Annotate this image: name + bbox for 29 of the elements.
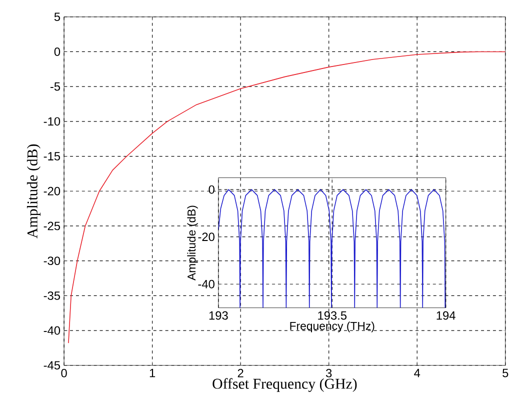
line-series bbox=[68, 51, 506, 344]
x-axis-title: Offset Frequency (GHz) bbox=[212, 378, 357, 392]
y-tick-label: -30 bbox=[44, 256, 60, 266]
x-tick-label: 4 bbox=[414, 368, 420, 378]
y-tick-label: -5 bbox=[50, 82, 60, 91]
y-axis-title: Amplitude (dB) bbox=[26, 144, 40, 238]
y-tick-label: -10 bbox=[44, 117, 60, 126]
y-tick-label: -40 bbox=[198, 280, 214, 288]
y-tick-label: 0 bbox=[54, 47, 60, 56]
x-tick-label: 2 bbox=[238, 368, 244, 378]
y-tick-label: -20 bbox=[44, 186, 60, 196]
y-tick-label: -40 bbox=[44, 326, 60, 335]
y-tick-label: -25 bbox=[44, 222, 60, 230]
x-axis-title: Frequency (THz) bbox=[290, 322, 374, 332]
y-tick-label: 5 bbox=[54, 12, 60, 22]
line-series bbox=[218, 189, 446, 308]
x-tick-label: 194 bbox=[436, 311, 456, 320]
x-tick-label: 0 bbox=[61, 368, 67, 378]
x-tick-label: 193 bbox=[209, 311, 228, 320]
y-tick-label: -35 bbox=[44, 291, 60, 300]
x-tick-label: 3 bbox=[326, 368, 332, 378]
y-axis-title: Amplitude (dB) bbox=[187, 206, 198, 280]
x-tick-label: 1 bbox=[150, 368, 156, 378]
y-tick-label: -15 bbox=[44, 152, 60, 160]
x-tick-label: 5 bbox=[502, 368, 508, 378]
x-tick-label: 193.5 bbox=[318, 311, 347, 320]
y-tick-label: 0 bbox=[208, 185, 214, 194]
y-tick-label: -20 bbox=[198, 232, 214, 242]
y-tick-label: -45 bbox=[44, 361, 60, 370]
